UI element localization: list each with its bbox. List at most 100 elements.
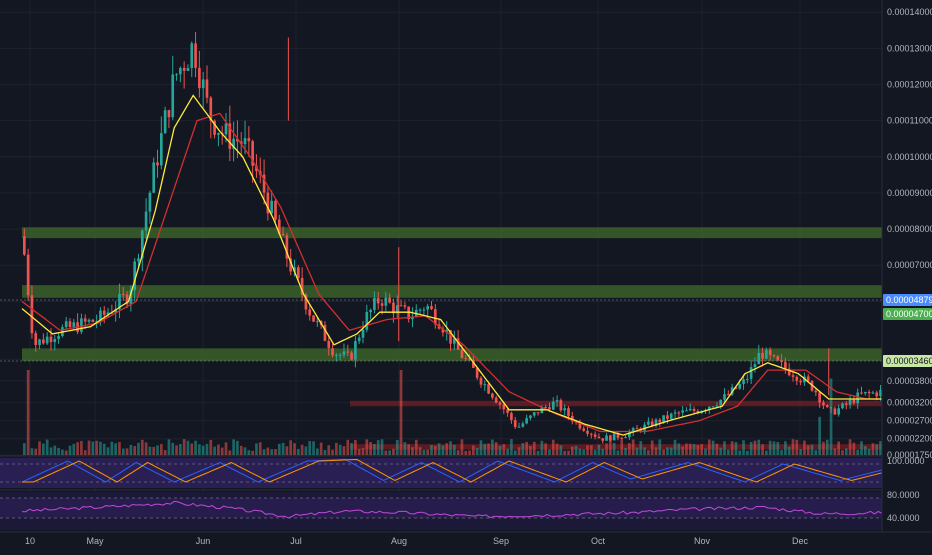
candle-body (612, 433, 616, 441)
volume-bar (114, 443, 117, 455)
volume-bar (563, 450, 567, 455)
volume-bar (433, 445, 437, 455)
volume-bar (38, 441, 41, 455)
volume-bar (624, 447, 627, 455)
volume-bar (357, 448, 361, 455)
candle-body (323, 324, 327, 341)
candle-body (152, 162, 156, 193)
candle-body (875, 392, 879, 397)
time-axis (0, 532, 932, 550)
volume-bar (696, 444, 700, 455)
candle-body (529, 415, 532, 419)
volume-bar (289, 440, 293, 455)
candle-body (422, 309, 426, 311)
volume-bar (426, 449, 430, 455)
candle-body (159, 133, 163, 166)
volume-bar (83, 450, 87, 455)
volume-bar (274, 449, 277, 455)
volume-bar (95, 440, 98, 455)
candle-body (217, 133, 220, 135)
candle-body (563, 408, 567, 411)
candle-body (555, 400, 559, 402)
candle-body (338, 354, 342, 356)
volume-bar (49, 447, 53, 455)
candle-body (137, 258, 140, 262)
candle-body (121, 293, 125, 295)
candle-body (787, 368, 791, 376)
candle-body (411, 316, 414, 320)
candle-body (589, 433, 593, 435)
candle-body (468, 358, 471, 360)
candle-body (791, 375, 795, 377)
price-tick-label: 0.00013000 (887, 43, 932, 53)
volume-bar (776, 441, 780, 455)
candle-body (45, 336, 49, 344)
candle-body (308, 309, 312, 316)
volume-bar (34, 448, 38, 455)
price-tick-label: 0.00009000 (887, 188, 932, 198)
volume-bar (407, 444, 410, 455)
volume-bar (285, 446, 289, 455)
volume-bar (331, 449, 334, 455)
candle-body (42, 339, 45, 344)
candle-body (331, 348, 334, 356)
stoch-k-line (21, 458, 883, 483)
volume-bar (300, 444, 304, 455)
volume-bar (548, 449, 551, 455)
volume-bar (418, 447, 422, 455)
candle-body (517, 426, 521, 428)
volume-bar (784, 441, 787, 455)
volume-bar (768, 440, 772, 455)
candle-body (711, 406, 715, 408)
rsi-band (0, 498, 882, 518)
rsi-line (21, 500, 883, 519)
volume-bar (144, 442, 148, 455)
candle-body (456, 338, 460, 350)
volume-bar (209, 439, 213, 455)
candle-body (118, 293, 121, 310)
candle-body (597, 436, 601, 439)
candle-body (102, 310, 106, 315)
volume-bar (833, 448, 837, 455)
volume-bar (639, 441, 643, 455)
volume-bar (30, 448, 34, 455)
candle-body (392, 302, 395, 314)
candle-body (723, 394, 726, 400)
volume-bar (578, 448, 582, 455)
volume-bar (856, 449, 860, 455)
volume-bar (53, 445, 57, 455)
candle-body (746, 378, 749, 380)
volume-bar (806, 445, 810, 455)
resistance-zone (350, 400, 882, 407)
candle-body (175, 74, 178, 76)
zone-price-badge-bg (883, 308, 932, 320)
candle-body (133, 261, 137, 291)
candle-body (384, 297, 388, 306)
volume-bar (875, 444, 879, 455)
volume-bar (711, 440, 715, 455)
volume-bar (118, 442, 121, 455)
volume-bar (852, 442, 856, 455)
candle-body (487, 384, 490, 394)
volume-bar (414, 439, 418, 455)
volume-bar (224, 442, 228, 455)
volume-bar (704, 448, 707, 455)
volume-bar (239, 445, 243, 455)
candle-body (350, 352, 353, 360)
volume-bar (125, 448, 129, 455)
candle-body (567, 408, 570, 416)
volume-bar (707, 439, 711, 455)
candle-body (806, 376, 810, 381)
volume-bar (860, 441, 863, 455)
candle-body (784, 361, 787, 369)
candle-body (144, 211, 148, 231)
candle-body (418, 309, 422, 311)
resistance-zone (350, 444, 882, 450)
candle-body (80, 318, 83, 332)
volume-bar (373, 443, 376, 455)
volume-bar (342, 446, 346, 455)
ema-fast-line (21, 94, 882, 436)
volume-bar (601, 448, 605, 455)
